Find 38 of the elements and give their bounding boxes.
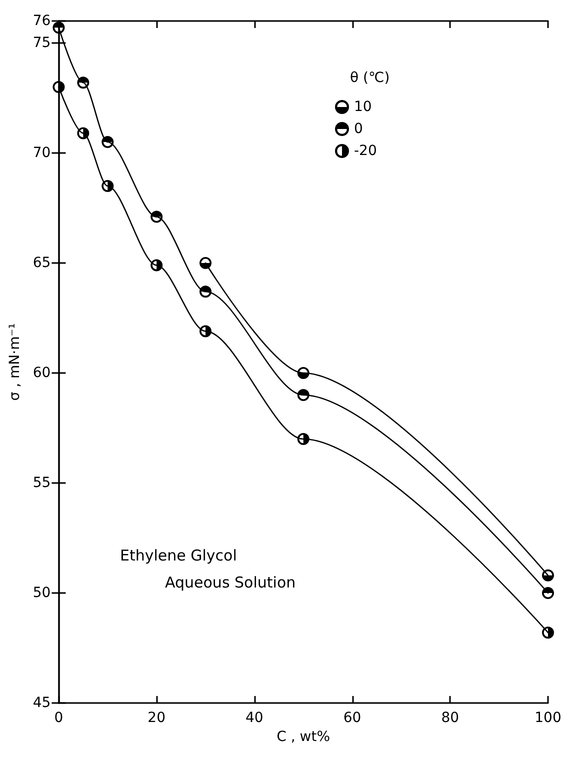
annotation: Aqueous Solution	[165, 574, 296, 592]
y-tick-label: 65	[32, 255, 51, 271]
legend-title: θ (℃)	[350, 70, 390, 86]
x-tick-label: 60	[343, 710, 362, 726]
point	[77, 127, 90, 140]
y-tick-label: 76	[32, 13, 51, 29]
point	[150, 259, 163, 272]
annotation: Ethylene Glycol	[120, 546, 237, 564]
y-tick-label: 45	[32, 695, 51, 711]
x-tick-label: 0	[54, 710, 64, 726]
y-axis-title: σ , mN·m⁻¹	[7, 323, 23, 401]
y-tick-label: 75	[32, 35, 51, 51]
x-tick-label: 100	[534, 710, 562, 726]
point	[542, 587, 554, 599]
point	[297, 433, 310, 445]
x-tick-label: 80	[441, 710, 460, 726]
y-tick-label: 70	[32, 145, 51, 161]
point	[542, 569, 554, 582]
point	[200, 286, 212, 298]
legend-label: 0	[354, 121, 363, 137]
legend-label: -20	[354, 143, 377, 159]
point	[102, 136, 114, 148]
x-tick-label: 40	[246, 710, 264, 726]
point	[52, 81, 65, 93]
y-tick-label: 50	[32, 585, 51, 601]
x-axis-title: C , wt%	[276, 728, 330, 745]
x-tick-label: 20	[148, 710, 166, 726]
y-tick-label: 60	[32, 365, 51, 381]
legend-label: 10	[354, 99, 372, 115]
point	[297, 367, 310, 379]
point	[200, 257, 212, 269]
point	[200, 325, 212, 338]
point	[77, 76, 90, 89]
point	[102, 180, 114, 192]
y-tick-label: 55	[32, 475, 51, 491]
point	[150, 210, 163, 223]
point	[297, 389, 310, 401]
point	[542, 626, 554, 639]
